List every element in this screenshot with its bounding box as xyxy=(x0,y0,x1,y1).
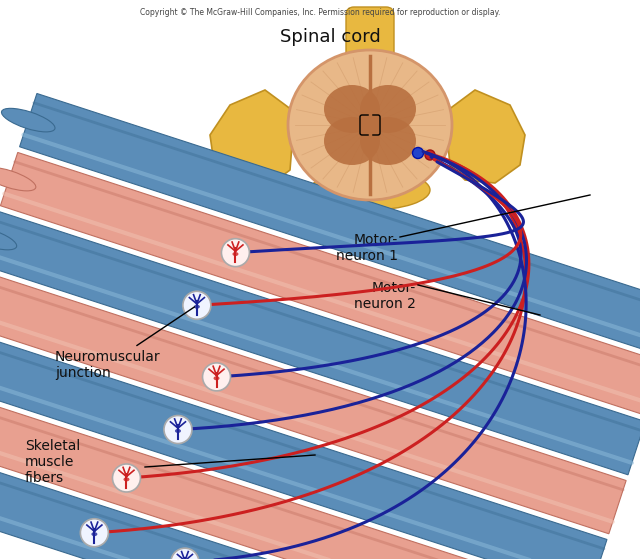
Polygon shape xyxy=(0,211,640,475)
Polygon shape xyxy=(0,447,569,559)
Text: Skeletal
muscle
fibers: Skeletal muscle fibers xyxy=(25,439,80,485)
Ellipse shape xyxy=(0,167,36,191)
Text: Spinal cord: Spinal cord xyxy=(280,28,380,46)
Ellipse shape xyxy=(360,117,416,165)
Circle shape xyxy=(202,363,230,391)
Ellipse shape xyxy=(232,252,239,256)
Ellipse shape xyxy=(324,85,380,133)
Polygon shape xyxy=(0,271,626,534)
Text: Motor-
neuron 1: Motor- neuron 1 xyxy=(336,233,398,263)
Circle shape xyxy=(425,150,435,160)
Text: Copyright © The McGraw-Hill Companies, Inc. Permission required for reproduction: Copyright © The McGraw-Hill Companies, I… xyxy=(140,8,500,17)
FancyBboxPatch shape xyxy=(360,115,380,135)
Ellipse shape xyxy=(360,85,416,133)
Circle shape xyxy=(413,148,424,159)
Ellipse shape xyxy=(0,226,17,250)
Circle shape xyxy=(113,464,140,492)
Polygon shape xyxy=(448,90,525,183)
Ellipse shape xyxy=(194,305,200,309)
Ellipse shape xyxy=(175,429,181,433)
Polygon shape xyxy=(0,389,588,559)
Polygon shape xyxy=(1,153,640,416)
Ellipse shape xyxy=(92,532,97,536)
Ellipse shape xyxy=(1,108,55,132)
Ellipse shape xyxy=(324,117,380,165)
Ellipse shape xyxy=(310,170,430,210)
Circle shape xyxy=(221,239,250,267)
Polygon shape xyxy=(210,90,292,190)
Ellipse shape xyxy=(214,376,220,380)
Text: Motor-
neuron 2: Motor- neuron 2 xyxy=(354,281,416,311)
Circle shape xyxy=(183,291,211,319)
Ellipse shape xyxy=(288,50,452,200)
Circle shape xyxy=(81,519,108,547)
Text: Neuromuscular
junction: Neuromuscular junction xyxy=(55,307,195,380)
Circle shape xyxy=(164,415,192,443)
Ellipse shape xyxy=(124,477,129,481)
Polygon shape xyxy=(0,329,607,559)
FancyBboxPatch shape xyxy=(346,7,394,68)
Circle shape xyxy=(171,548,199,559)
Polygon shape xyxy=(20,93,640,357)
